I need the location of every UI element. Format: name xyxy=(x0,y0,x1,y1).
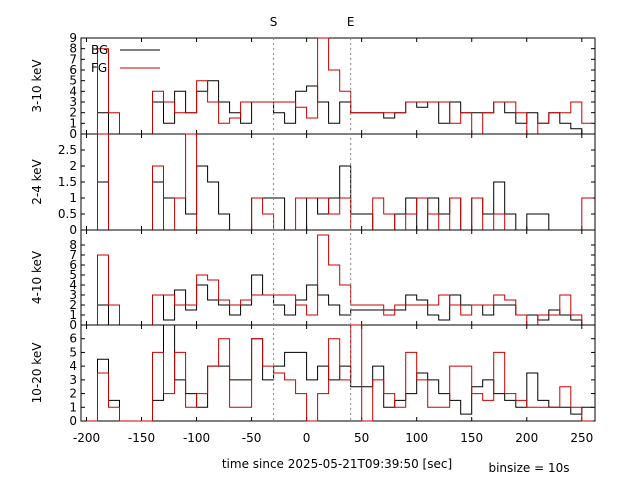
series-bg xyxy=(86,274,593,326)
panel-frame xyxy=(80,37,596,135)
y-tick-label: 2 xyxy=(69,159,77,173)
legend-label-bg: BG xyxy=(91,43,108,57)
x-tick-label: -50 xyxy=(242,431,262,445)
marker-label-e: E xyxy=(347,15,355,29)
y-tick-label: 4 xyxy=(69,278,77,292)
y-tick-label: 1 xyxy=(69,400,77,414)
y-tick-label: 9 xyxy=(69,31,77,45)
x-tick-label: 250 xyxy=(570,431,593,445)
x-axis: -200 -150 -100 -50 0 50 100 150 200 250 xyxy=(73,431,593,445)
y-tick-label: 4 xyxy=(69,359,77,373)
x-tick-label: 0 xyxy=(303,431,311,445)
binsize-label: binsize = 10s xyxy=(488,461,569,475)
x-tick-label: 150 xyxy=(460,431,483,445)
series-bg xyxy=(86,80,593,135)
y-tick-label: 5 xyxy=(69,345,77,359)
y-axis-label: 2-4 keV xyxy=(30,158,44,204)
y-tick-label: 6 xyxy=(69,332,77,346)
series-fg xyxy=(86,37,593,135)
y-tick-label: 4 xyxy=(69,84,77,98)
panel-2: 0 0.5 1 1.5 2 2.5 2-4 keV xyxy=(30,133,596,237)
y-tick-label: 1 xyxy=(69,116,77,130)
y-tick-label: 3 xyxy=(69,288,77,302)
y-tick-label: 5 xyxy=(69,268,77,282)
x-tick-label: -150 xyxy=(128,431,155,445)
y-tick-label: 8 xyxy=(69,238,77,252)
y-tick-label: 1 xyxy=(69,308,77,322)
x-tick-label: 200 xyxy=(515,431,538,445)
x-tick-label: 100 xyxy=(405,431,428,445)
y-tick-label: 0.5 xyxy=(58,207,77,221)
y-tick-label: 0 xyxy=(69,223,77,237)
y-tick-label: 8 xyxy=(69,42,77,56)
y-axis-label: 4-10 keV xyxy=(30,250,44,304)
y-tick-label: 2 xyxy=(69,298,77,312)
y-tick-label: 7 xyxy=(69,248,77,262)
x-tick-label: 50 xyxy=(354,431,369,445)
series-fg xyxy=(86,324,593,422)
y-tick-label: 3 xyxy=(69,373,77,387)
y-tick-label: 3 xyxy=(69,95,77,109)
y-tick-label: 7 xyxy=(69,52,77,66)
y-tick-label: 0 xyxy=(69,414,77,428)
panel-frame xyxy=(80,229,596,326)
y-tick-label: 2 xyxy=(69,106,77,120)
y-tick-label: 6 xyxy=(69,258,77,272)
x-tick-label: -200 xyxy=(73,431,100,445)
y-tick-label: 2.5 xyxy=(58,143,77,157)
series-fg xyxy=(86,234,593,326)
y-tick-label: 0 xyxy=(69,127,77,141)
y-axis-label: 10-20 keV xyxy=(30,342,44,404)
y-tick-label: 1.5 xyxy=(58,175,77,189)
panel-frame xyxy=(80,324,596,422)
y-tick-label: 6 xyxy=(69,63,77,77)
y-tick-label: 1 xyxy=(69,191,77,205)
legend: BG FG xyxy=(91,43,160,75)
y-tick-label: 2 xyxy=(69,387,77,401)
y-tick-label: 5 xyxy=(69,74,77,88)
y-axis-label: 3-10 keV xyxy=(30,59,44,113)
marker-label-s: S xyxy=(270,15,278,29)
x-axis-label: time since 2025-05-21T09:39:50 [sec] xyxy=(222,457,452,471)
y-tick-label: 0 xyxy=(69,318,77,332)
x-tick-label: -100 xyxy=(183,431,210,445)
legend-label-fg: FG xyxy=(91,61,107,75)
